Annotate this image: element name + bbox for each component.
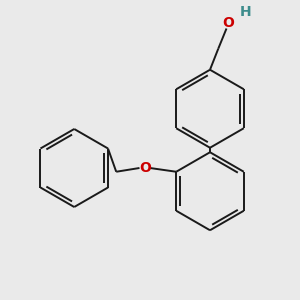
Text: O: O — [222, 16, 234, 30]
Text: H: H — [239, 5, 251, 19]
Text: O: O — [139, 161, 151, 175]
